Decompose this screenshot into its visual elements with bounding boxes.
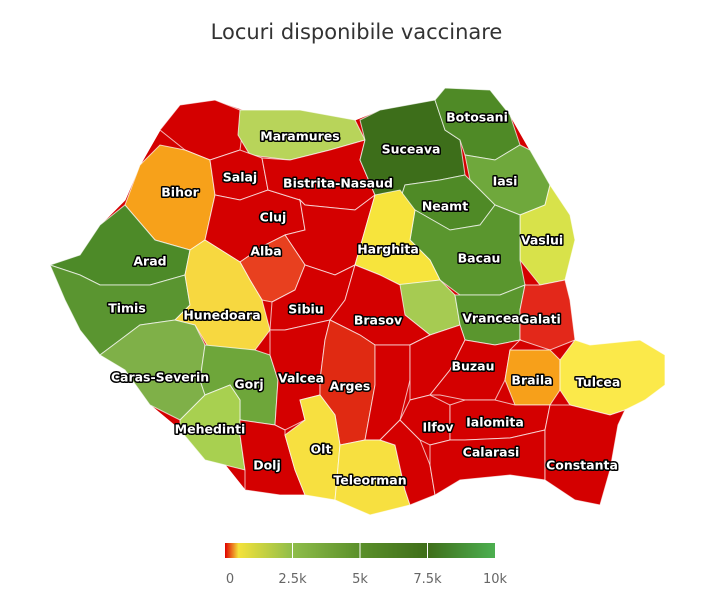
- county-label-alba: Alba: [250, 244, 281, 259]
- county-label-cluj: Cluj: [260, 210, 287, 225]
- county-label-harghita: Harghita: [357, 242, 419, 257]
- county-label-arad: Arad: [133, 254, 166, 269]
- legend-tick-label: 10k: [483, 572, 508, 587]
- county-label-ilfov: Ilfov: [422, 420, 453, 435]
- county-label-suceava: Suceava: [382, 142, 441, 157]
- county-label-bistrita-nasaud: Bistrita-Nasaud: [283, 176, 393, 191]
- county-label-bacau: Bacau: [458, 251, 501, 266]
- legend-tick-label: 7.5k: [413, 572, 442, 587]
- county-label-neamt: Neamt: [422, 199, 468, 214]
- county-label-constanta: Constanta: [546, 458, 618, 473]
- county-label-calarasi: Calarasi: [463, 445, 520, 460]
- county-label-braila: Braila: [511, 373, 552, 388]
- county-label-buzau: Buzau: [451, 359, 494, 374]
- county-label-ialomita: Ialomita: [466, 415, 524, 430]
- county-label-teleorman: Teleorman: [333, 473, 406, 488]
- county-label-vrancea: Vrancea: [462, 311, 520, 326]
- map-title: Locuri disponibile vaccinare: [210, 20, 503, 44]
- county-label-olt: Olt: [311, 442, 332, 457]
- county-label-maramures: Maramures: [260, 129, 339, 144]
- county-vaslui[interactable]: [519, 183, 576, 286]
- county-label-timis: Timis: [108, 301, 146, 316]
- county-label-valcea: Valcea: [278, 371, 324, 386]
- county-label-iasi: Iasi: [493, 174, 518, 189]
- county-label-arges: Arges: [330, 379, 371, 394]
- county-olt[interactable]: [284, 394, 341, 501]
- county-mehedinti[interactable]: [179, 384, 246, 471]
- county-label-bihor: Bihor: [161, 185, 199, 200]
- county-label-tulcea: Tulcea: [576, 375, 621, 390]
- color-legend: 0 2.5k 5k 7.5k 10k: [225, 543, 508, 587]
- legend-tick-label: 0: [226, 572, 234, 587]
- county-label-vaslui: Vaslui: [521, 233, 563, 248]
- county-constanta[interactable]: [544, 404, 626, 506]
- county-label-caras-severin: Caras-Severin: [111, 370, 209, 385]
- legend-tick-label: 2.5k: [278, 572, 307, 587]
- county-label-dolj: Dolj: [253, 458, 281, 473]
- legend-tick-label: 5k: [352, 572, 368, 587]
- county-label-mehedinti: Mehedinti: [175, 422, 246, 437]
- county-label-hunedoara: Hunedoara: [183, 308, 260, 323]
- county-label-botosani: Botosani: [446, 110, 508, 125]
- county-braila[interactable]: [504, 349, 561, 406]
- county-label-brasov: Brasov: [354, 313, 402, 328]
- county-label-salaj: Salaj: [223, 170, 257, 185]
- county-label-sibiu: Sibiu: [288, 302, 323, 317]
- county-label-gorj: Gorj: [234, 377, 263, 392]
- county-label-galati: Galati: [519, 312, 561, 327]
